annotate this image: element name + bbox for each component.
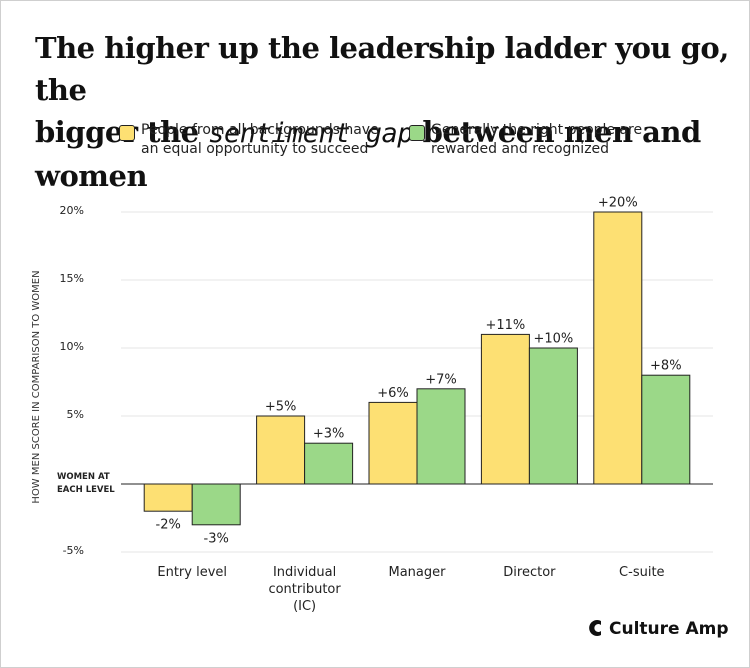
title-part: The higher up the leadership ladder you … [35, 31, 729, 107]
title-emphasis: sentiment gap [208, 118, 414, 149]
x-tick-label: Individual contributor (IC) [268, 565, 341, 614]
chart-title: The higher up the leadership ladder you … [35, 27, 735, 197]
bar [480, 333, 530, 485]
y-tick-label: 20% [59, 204, 84, 217]
legend-swatch [119, 125, 135, 141]
brand: Culture Amp [609, 619, 729, 639]
value-label: -2% [156, 518, 181, 533]
brand-logo [589, 620, 601, 637]
y-axis-title: HOW MEN SCORE IN COMPARISON TO WOMEN [31, 270, 42, 503]
value-label: +11% [486, 318, 526, 333]
value-label: +10% [534, 332, 574, 347]
y-tick-label: 5% [66, 408, 84, 421]
legend-label: People from all backgrounds have an equa… [141, 122, 379, 157]
x-tick-label: Director [503, 565, 556, 580]
bar [191, 483, 241, 526]
title-part: bigger the [35, 115, 199, 149]
value-label: +7% [425, 372, 457, 387]
bar [143, 483, 193, 512]
bar [593, 211, 643, 485]
value-label: -3% [204, 531, 229, 546]
x-tick-label: C-suite [619, 565, 665, 580]
bar [304, 442, 354, 485]
value-label: +8% [650, 359, 682, 374]
x-tick-label: Entry level [157, 565, 227, 580]
bar [368, 401, 418, 485]
value-label: +20% [598, 196, 638, 211]
x-tick-label: Manager [388, 565, 446, 580]
y-tick-label: -5% [62, 544, 84, 557]
legend-swatch [409, 125, 425, 141]
bar [416, 388, 466, 485]
y-tick-label: 10% [59, 340, 84, 353]
value-label: +6% [377, 386, 409, 401]
legend-label: Generally the right people are rewarded … [431, 122, 643, 157]
bar [256, 415, 306, 485]
y-tick-label: WOMEN AT EACH LEVEL [57, 472, 115, 495]
value-label: +3% [313, 427, 345, 442]
bar [528, 347, 578, 485]
bar [641, 374, 691, 485]
value-label: +5% [265, 400, 297, 415]
title-part: between men and women [35, 115, 701, 193]
y-tick-label: 15% [59, 272, 84, 285]
